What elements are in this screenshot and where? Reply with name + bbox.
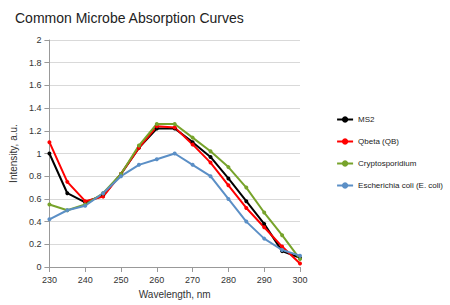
svg-text:Intensity, a.u.: Intensity, a.u. xyxy=(8,124,19,183)
svg-text:280: 280 xyxy=(221,275,236,285)
svg-text:0.4: 0.4 xyxy=(29,217,42,227)
svg-text:240: 240 xyxy=(78,275,93,285)
svg-text:MS2: MS2 xyxy=(358,115,375,124)
svg-text:1.2: 1.2 xyxy=(29,126,42,136)
svg-text:290: 290 xyxy=(257,275,272,285)
svg-text:Cryptosporidium: Cryptosporidium xyxy=(358,159,417,168)
svg-text:300: 300 xyxy=(292,275,307,285)
svg-text:2: 2 xyxy=(36,35,41,45)
svg-text:Escherichia coli (E. coli): Escherichia coli (E. coli) xyxy=(358,181,443,190)
svg-text:270: 270 xyxy=(185,275,200,285)
svg-text:Qbeta (QB): Qbeta (QB) xyxy=(358,137,399,146)
svg-text:1.6: 1.6 xyxy=(29,80,42,90)
svg-text:Common Microbe Absorption Curv: Common Microbe Absorption Curves xyxy=(15,10,244,26)
svg-text:0: 0 xyxy=(36,262,41,272)
svg-text:230: 230 xyxy=(42,275,57,285)
svg-text:0.2: 0.2 xyxy=(29,239,42,249)
svg-text:0.6: 0.6 xyxy=(29,194,42,204)
svg-text:1: 1 xyxy=(36,149,41,159)
svg-text:1.4: 1.4 xyxy=(29,103,42,113)
svg-text:Wavelength, nm: Wavelength, nm xyxy=(139,289,211,300)
svg-text:0.8: 0.8 xyxy=(29,171,42,181)
svg-text:250: 250 xyxy=(113,275,128,285)
svg-text:1.8: 1.8 xyxy=(29,58,42,68)
svg-text:260: 260 xyxy=(149,275,164,285)
